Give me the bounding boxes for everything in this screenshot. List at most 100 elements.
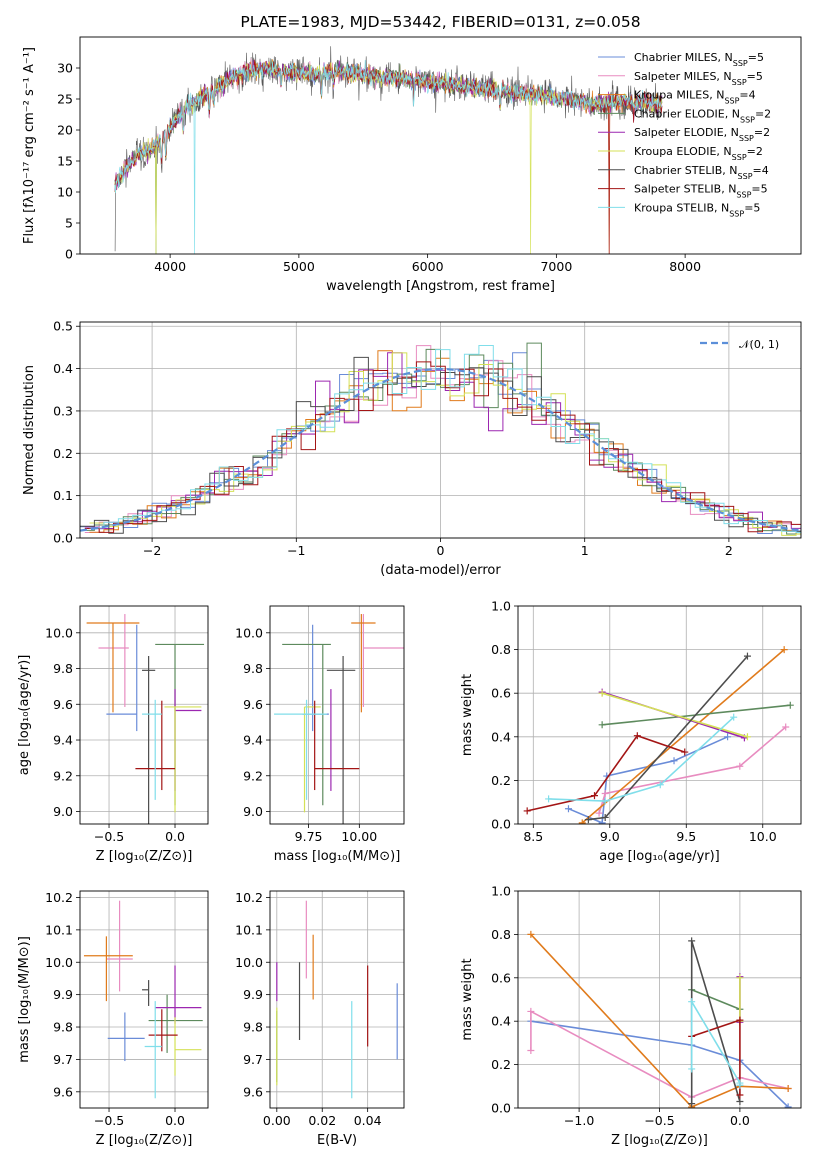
y-tick-label: 10.2 [235,890,263,905]
point-marker [688,1065,696,1073]
point-marker [730,713,738,721]
histogram-kroupa-stelib [89,345,801,533]
y-tick-label: 20 [57,123,73,138]
series-kroupa-elodie [598,689,751,741]
y-tick-label: 9.4 [243,733,263,748]
point-marker [527,930,535,938]
point-marker [688,1100,696,1108]
x-tick-label: 10.00 [341,829,377,844]
point-marker [527,1046,535,1054]
errorbar-kroupa-miles [351,614,376,713]
x-axis-label: wavelength [Angstrom, rest frame] [326,279,555,294]
histogram-chabrier-stelib [80,356,801,538]
chart-age_vs_z: −0.5 0.0 9.0 9.2 9.4 9.6 9.8 10.0 Z [log₁₀(Z/Z⊙)… [17,605,209,864]
legend: Chabrier MILES, NSSP=5 Salpeter MILES, NS… [598,51,771,218]
chart-title: PLATE=1983, MJD=53442, FIBERID=0131, z=0… [240,13,640,31]
x-axis-label: Z [log₁₀(Z/Z⊙)] [611,1133,708,1148]
y-tick-label: 9.0 [53,804,73,819]
y-axis-label: age [log₁₀(age/yr)] [17,655,32,776]
axes-frame [79,890,209,1109]
point-marker [670,757,678,765]
errorbar-kroupa-miles [86,622,140,713]
x-tick-label: −0.5 [94,829,124,844]
point-marker [736,1081,744,1089]
errorbar-kroupa-stelib [144,1001,162,1099]
point-marker [598,819,606,824]
x-tick-label: 1 [581,543,589,558]
errorbar-kroupa-elodie [303,706,321,813]
chart-mass_vs_ebv: 0.00 0.02 0.04 9.6 9.7 9.8 9.9 10.0 10.1 10.2 E(B-… [235,890,405,1148]
histogram-salpeter-stelib [84,361,801,533]
x-tick-label: 8000 [669,259,701,274]
x-tick-label: 2 [725,543,733,558]
spectrum-chabrier-elodie [114,59,663,254]
plot-area [83,900,203,1099]
spectrum-kroupa-miles [114,59,663,254]
y-tick-label: 10.2 [45,890,73,905]
errorbar-salpeter-stelib [314,700,360,791]
spectrum-chabrier-miles [114,61,663,192]
legend-label-kroupa-elodie: Kroupa ELODIE, NSSP=2 [634,145,763,162]
y-tick-label: 0.0 [491,1101,511,1116]
y-tick-label: 0.8 [491,927,511,942]
y-tick-label: 0.2 [491,1057,511,1072]
point-marker [736,1097,744,1105]
errorbar-chabrier-miles [107,1012,145,1062]
y-tick-label: 0.5 [53,319,73,334]
y-tick-label: 9.2 [243,768,263,783]
x-tick-label: 0.04 [354,1113,382,1128]
y-tick-label: 9.6 [243,1084,263,1099]
x-tick-label: 0.02 [308,1113,336,1128]
chart-weight_vs_age: 8.5 9.0 9.5 10.0 0.0 0.2 0.4 0.6 0.8 1.0 age [log₁… [460,599,802,864]
y-tick-label: 9.6 [243,697,263,712]
point-marker [736,974,744,982]
x-axis-label: mass [log₁₀(M/M⊙)] [274,849,401,864]
point-marker [578,819,586,824]
y-tick-label: 9.9 [53,987,73,1002]
errorbar-chabrier-stelib [326,656,356,824]
chart-mass_vs_z: −0.5 0.0 9.6 9.7 9.8 9.9 10.0 10.1 10.2 Z [log₁₀(… [17,890,209,1148]
y-tick-label: 25 [57,92,73,107]
point-marker [688,998,696,1006]
y-tick-label: 9.8 [53,1020,73,1035]
errorbar-chabrier-stelib [142,656,156,824]
y-tick-label: 9.9 [243,987,263,1002]
x-tick-label: −0.5 [94,1113,124,1128]
point-marker [656,781,664,789]
y-axis-label: Normed distribution [22,365,37,495]
y-tick-label: 0.2 [53,446,73,461]
plot-area [276,900,398,1099]
legend-label-salpeter-miles: Salpeter MILES, NSSP=5 [634,70,763,87]
chart-weight_vs_z: −1.0 −0.5 0.0 0.0 0.2 0.4 0.6 0.8 1.0 Z [log₁₀(Z/… [460,884,802,1148]
y-axis-label: mass weight [460,674,475,756]
y-tick-label: 0.4 [491,1014,511,1029]
x-axis-label: Z [log₁₀(Z/Z⊙)] [96,849,193,864]
y-tick-label: 0.1 [53,488,73,503]
point-marker [688,937,696,945]
y-tick-label: 9.8 [243,661,263,676]
y-tick-label: 9.8 [243,1020,263,1035]
chart-spectrum: 4000 5000 6000 7000 8000 0 5 10 15 20 25 30 waveleng… [22,13,802,294]
point-marker [784,1103,792,1108]
x-tick-label: 9.0 [600,829,620,844]
axes-frame [79,36,802,255]
point-marker [601,797,609,805]
axes-frame [269,890,405,1109]
spectrum-salpeter-stelib [114,59,663,254]
y-tick-label: 9.8 [53,661,73,676]
y-tick-label: 5 [65,216,73,231]
y-tick-label: 1.0 [491,884,511,899]
x-tick-label: 5000 [283,259,315,274]
y-tick-label: 0.6 [491,686,511,701]
series-chabrier-stelib [584,652,751,824]
y-tick-label: 0.8 [491,642,511,657]
point-marker [786,701,794,709]
legend-label-normal: 𝒩(0, 1) [739,338,779,351]
point-marker [545,795,553,803]
y-tick-label: 10.0 [45,625,73,640]
y-tick-label: 10.0 [235,955,263,970]
axes-frame [517,605,802,825]
y-tick-label: 10 [57,185,73,200]
spectrum-kroupa-stelib [114,59,663,254]
histogram-kroupa-elodie [89,352,801,536]
